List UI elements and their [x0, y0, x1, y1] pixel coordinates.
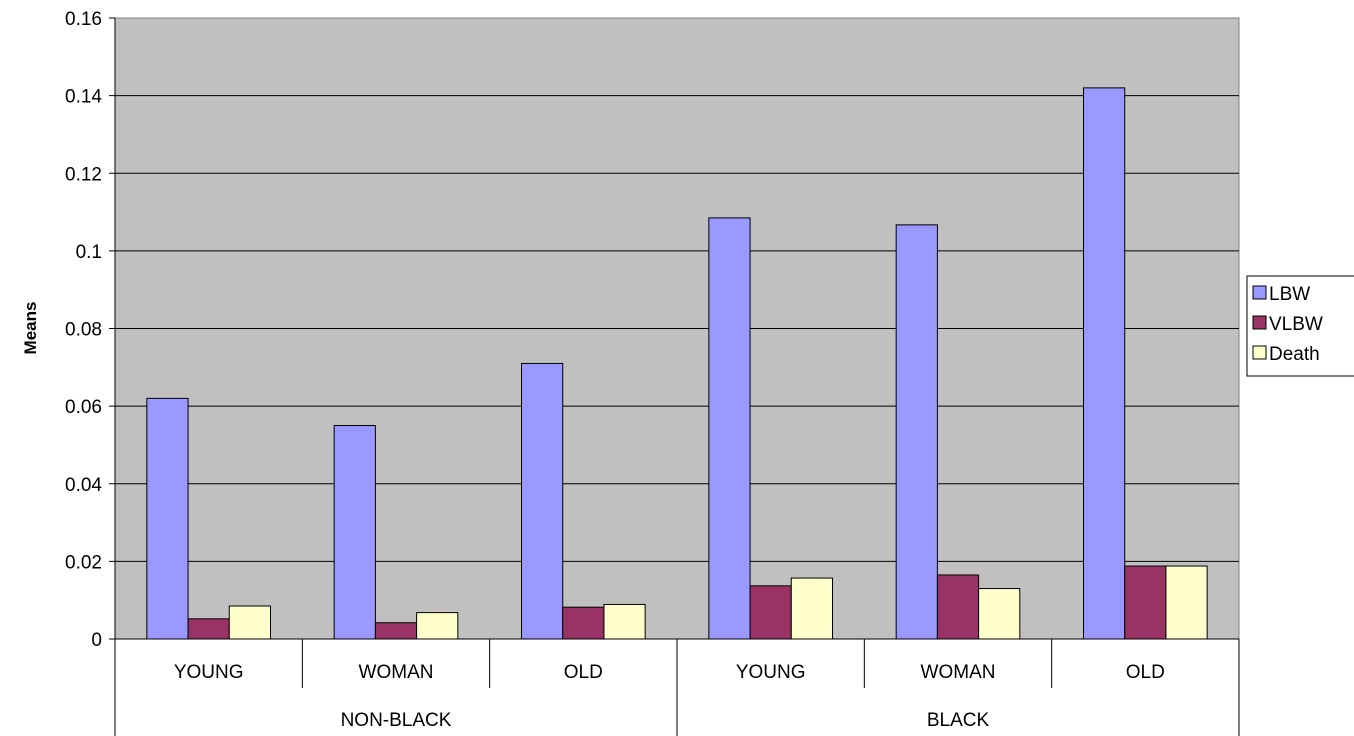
legend-swatch-lbw — [1252, 285, 1267, 300]
x-category-label: YOUNG — [736, 662, 806, 683]
x-category-label: YOUNG — [174, 662, 244, 683]
bar-vlbw-5 — [936, 574, 980, 640]
bar-lbw-2 — [333, 425, 376, 640]
y-axis-title: Means — [21, 302, 40, 355]
x-category-label: WOMAN — [921, 662, 996, 683]
y-tick-label: 0 — [91, 630, 102, 651]
x-category-label: OLD — [564, 662, 603, 683]
x-group-label: NON-BLACK — [341, 710, 452, 731]
bar-lbw-1 — [146, 397, 189, 640]
bar-lbw-3 — [521, 362, 564, 640]
bar-vlbw-4 — [749, 585, 792, 640]
legend-label: LBW — [1269, 284, 1310, 305]
bar-vlbw-1 — [187, 618, 230, 640]
legend-label: VLBW — [1269, 314, 1323, 335]
bar-death-5 — [978, 588, 1021, 640]
y-tick-label: 0.12 — [65, 164, 102, 185]
y-tick-label: 0.16 — [65, 9, 102, 30]
x-group-label: BLACK — [927, 710, 990, 731]
y-tick-label: 0.06 — [65, 397, 102, 418]
bar-death-3 — [603, 603, 646, 640]
legend-label: Death — [1269, 344, 1320, 365]
bar-death-4 — [790, 577, 833, 640]
y-tick-label: 0.1 — [76, 242, 102, 263]
legend-swatch-vlbw — [1252, 315, 1267, 330]
bar-lbw-4 — [708, 217, 751, 640]
bar-death-6 — [1165, 565, 1208, 640]
bar-lbw-6 — [1083, 87, 1126, 640]
bar-vlbw-2 — [374, 622, 418, 640]
legend: LBW VLBW Death — [1246, 275, 1354, 377]
bar-vlbw-3 — [562, 606, 605, 640]
bar-death-1 — [228, 605, 271, 640]
bar-lbw-5 — [895, 224, 938, 640]
x-category-label: OLD — [1126, 662, 1165, 683]
y-tick-label: 0.04 — [65, 475, 102, 496]
y-tick-label: 0.02 — [65, 552, 102, 573]
bar-death-2 — [416, 612, 459, 640]
legend-swatch-death — [1252, 345, 1267, 360]
x-category-label: WOMAN — [359, 662, 434, 683]
bar-vlbw-6 — [1124, 565, 1167, 640]
y-tick-label: 0.14 — [65, 87, 102, 108]
y-tick-label: 0.08 — [65, 320, 102, 341]
